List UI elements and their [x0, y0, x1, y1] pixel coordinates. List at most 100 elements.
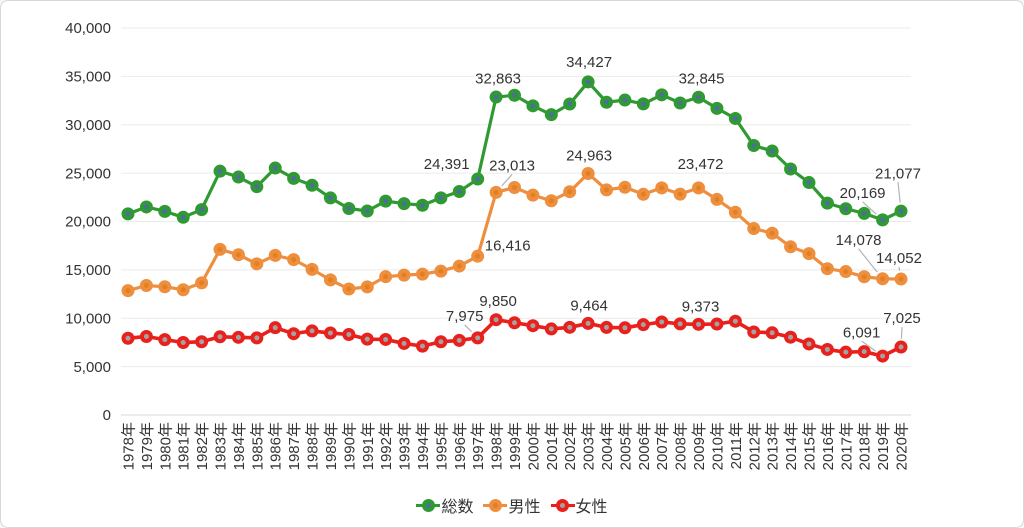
x-tick-label: 2006年	[636, 422, 653, 470]
data-label: 32,845	[679, 70, 725, 87]
data-point-marker-center	[898, 344, 904, 350]
data-point-marker-center	[788, 166, 794, 172]
data-point-marker-center	[272, 252, 278, 258]
chart-legend: 総数 男性 女性	[1, 493, 1023, 517]
x-tick-label: 1988年	[305, 422, 322, 470]
data-point-marker-center	[162, 208, 168, 214]
data-point-marker-center	[438, 339, 444, 345]
data-point-marker-center	[383, 198, 389, 204]
x-tick-label: 1998年	[489, 422, 506, 470]
data-point-marker-center	[751, 329, 757, 335]
data-point-marker-center	[419, 202, 425, 208]
data-point-marker-center	[530, 192, 536, 198]
data-label: 9,464	[570, 298, 608, 315]
data-point-marker-center	[235, 252, 241, 258]
x-tick-label: 2007年	[654, 422, 671, 470]
data-point-marker-center	[604, 99, 610, 105]
x-tick-label: 2017年	[838, 422, 855, 470]
x-tick-label: 1999年	[507, 422, 524, 470]
label-leader-lines	[464, 173, 903, 352]
data-point-marker-center	[898, 208, 904, 214]
data-point-marker-center	[512, 320, 517, 326]
data-point-marker-center	[346, 205, 352, 211]
x-tick-label: 1995年	[433, 422, 450, 470]
data-label: 20,169	[840, 185, 886, 202]
data-point-marker-center	[567, 324, 573, 330]
data-point-marker-center	[806, 180, 812, 186]
data-point-marker-center	[235, 334, 241, 340]
y-axis-labels: 0 5,000 10,000 15,000 20,000 25,000 30,000 35,0…	[65, 20, 111, 424]
x-tick-label: 1994年	[415, 422, 432, 470]
x-tick-label: 2001年	[544, 422, 561, 470]
data-point-marker-center	[769, 330, 775, 336]
data-point-marker-center	[567, 189, 573, 195]
y-tick-label: 10,000	[65, 310, 111, 327]
data-point-marker-center	[640, 191, 646, 197]
legend-item-female: 女性	[550, 493, 608, 517]
data-point-marker-center	[199, 280, 205, 286]
y-tick-label: 20,000	[65, 214, 111, 231]
data-point-marker-center	[438, 195, 444, 201]
x-tick-label: 2012年	[746, 422, 763, 470]
data-point-marker-center	[880, 217, 886, 223]
data-point-marker-center	[696, 321, 702, 327]
x-tick-label: 2005年	[617, 422, 634, 470]
data-point-marker-center	[512, 92, 517, 98]
data-point-marker-center	[401, 201, 407, 207]
x-tick-label: 1989年	[323, 422, 340, 470]
data-point-marker-center	[493, 189, 499, 195]
data-point-marker-center	[199, 207, 205, 213]
y-gridlines	[121, 27, 911, 416]
x-tick-label: 1986年	[268, 422, 285, 470]
data-point-marker-center	[843, 349, 849, 355]
data-point-marker-center	[548, 326, 554, 332]
data-point-marker-center	[162, 284, 168, 290]
data-point-marker-center	[217, 334, 223, 340]
data-point-marker-center	[824, 266, 830, 272]
data-point-marker-center	[806, 251, 812, 257]
data-point-marker-center	[383, 274, 389, 280]
data-label: 23,013	[489, 158, 535, 175]
data-point-marker-center	[604, 187, 610, 193]
data-point-marker-center	[125, 335, 131, 341]
data-point-marker-center	[861, 349, 867, 355]
data-point-marker-center	[364, 336, 370, 342]
data-point-marker-center	[364, 208, 370, 214]
data-point-marker-center	[659, 92, 665, 98]
data-point-marker-center	[419, 271, 425, 277]
x-tick-label: 2013年	[765, 422, 782, 470]
legend-label-male: 男性	[508, 499, 541, 516]
x-tick-label: 2008年	[673, 422, 690, 470]
data-point-marker-center	[456, 337, 462, 343]
x-tick-label: 1983年	[213, 422, 230, 470]
data-point-marker-center	[659, 185, 665, 191]
data-point-marker-center	[401, 340, 407, 346]
series-2	[121, 313, 908, 363]
data-point-marker-center	[309, 266, 315, 272]
data-point-marker-center	[622, 184, 628, 190]
x-tick-label: 2016年	[820, 422, 837, 470]
data-label: 34,427	[566, 54, 612, 71]
data-point-marker-center	[622, 97, 628, 103]
data-point-marker-center	[843, 269, 849, 275]
data-point-marker-center	[346, 286, 352, 292]
x-tick-label: 2019年	[875, 422, 892, 470]
data-label: 24,963	[566, 148, 612, 165]
x-tick-label: 2020年	[894, 422, 911, 470]
legend-item-total: 総数	[416, 493, 473, 517]
series-0	[121, 75, 908, 227]
data-point-marker-center	[696, 94, 702, 100]
data-label: 16,416	[485, 237, 531, 254]
data-labels: 24,391 32,863 34,427 32,845 20,169 21,077 16,4…	[424, 54, 922, 341]
data-point-marker-center	[475, 335, 481, 341]
legend-item-male: 男性	[483, 493, 541, 517]
x-tick-label: 2010年	[709, 422, 726, 470]
data-point-marker-center	[714, 105, 720, 111]
data-point-marker-center	[677, 191, 683, 197]
data-point-marker-center	[898, 276, 904, 282]
data-point-marker-center	[254, 184, 260, 190]
data-point-marker-center	[401, 272, 407, 278]
y-tick-label: 30,000	[65, 117, 111, 134]
